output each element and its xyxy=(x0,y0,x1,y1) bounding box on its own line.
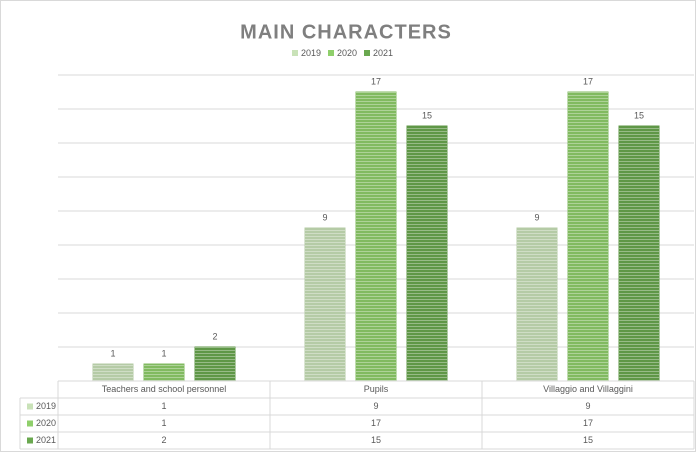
table-cell: 1 xyxy=(161,401,166,411)
data-label: 1 xyxy=(110,348,115,358)
bar-texture xyxy=(407,126,447,381)
legend-label: 2020 xyxy=(337,48,357,58)
bar-texture xyxy=(93,364,133,381)
bar-texture xyxy=(568,92,608,381)
row-header: 2020 xyxy=(36,418,56,428)
legend-key xyxy=(27,420,33,427)
bar-texture xyxy=(305,228,345,381)
legend-key xyxy=(27,403,33,410)
data-label: 9 xyxy=(322,212,327,222)
legend: 2019 2020 2021 xyxy=(292,48,393,58)
data-label: 1 xyxy=(161,348,166,358)
data-label: 2 xyxy=(212,331,217,341)
bar-texture xyxy=(195,347,235,381)
legend-swatch xyxy=(292,50,298,56)
data-label: 17 xyxy=(371,76,381,86)
data-label: 15 xyxy=(634,110,644,120)
bar-texture xyxy=(356,92,396,381)
table-cell: 15 xyxy=(371,435,381,445)
data-label: 9 xyxy=(534,212,539,222)
legend-swatch xyxy=(328,50,334,56)
table-header: Teachers and school personnel xyxy=(102,384,227,394)
legend-key xyxy=(27,437,33,444)
table-cell: 1 xyxy=(161,418,166,428)
table-cell: 9 xyxy=(585,401,590,411)
legend-swatch xyxy=(364,50,370,56)
legend-label: 2021 xyxy=(373,48,393,58)
table-cell: 9 xyxy=(373,401,378,411)
data-label: 17 xyxy=(583,76,593,86)
table-header: Pupils xyxy=(364,384,389,394)
table-cell: 15 xyxy=(583,435,593,445)
chart-title: MAIN CHARACTERS xyxy=(240,21,452,43)
table-cell: 17 xyxy=(583,418,593,428)
bar-texture xyxy=(144,364,184,381)
legend-label: 2019 xyxy=(301,48,321,58)
row-header: 2021 xyxy=(36,435,56,445)
table-cell: 2 xyxy=(161,435,166,445)
row-header: 2019 xyxy=(36,401,56,411)
data-label: 15 xyxy=(422,110,432,120)
bar-texture xyxy=(517,228,557,381)
bar-texture xyxy=(619,126,659,381)
table-header: Villaggio and Villaggini xyxy=(543,384,633,394)
table-cell: 17 xyxy=(371,418,381,428)
